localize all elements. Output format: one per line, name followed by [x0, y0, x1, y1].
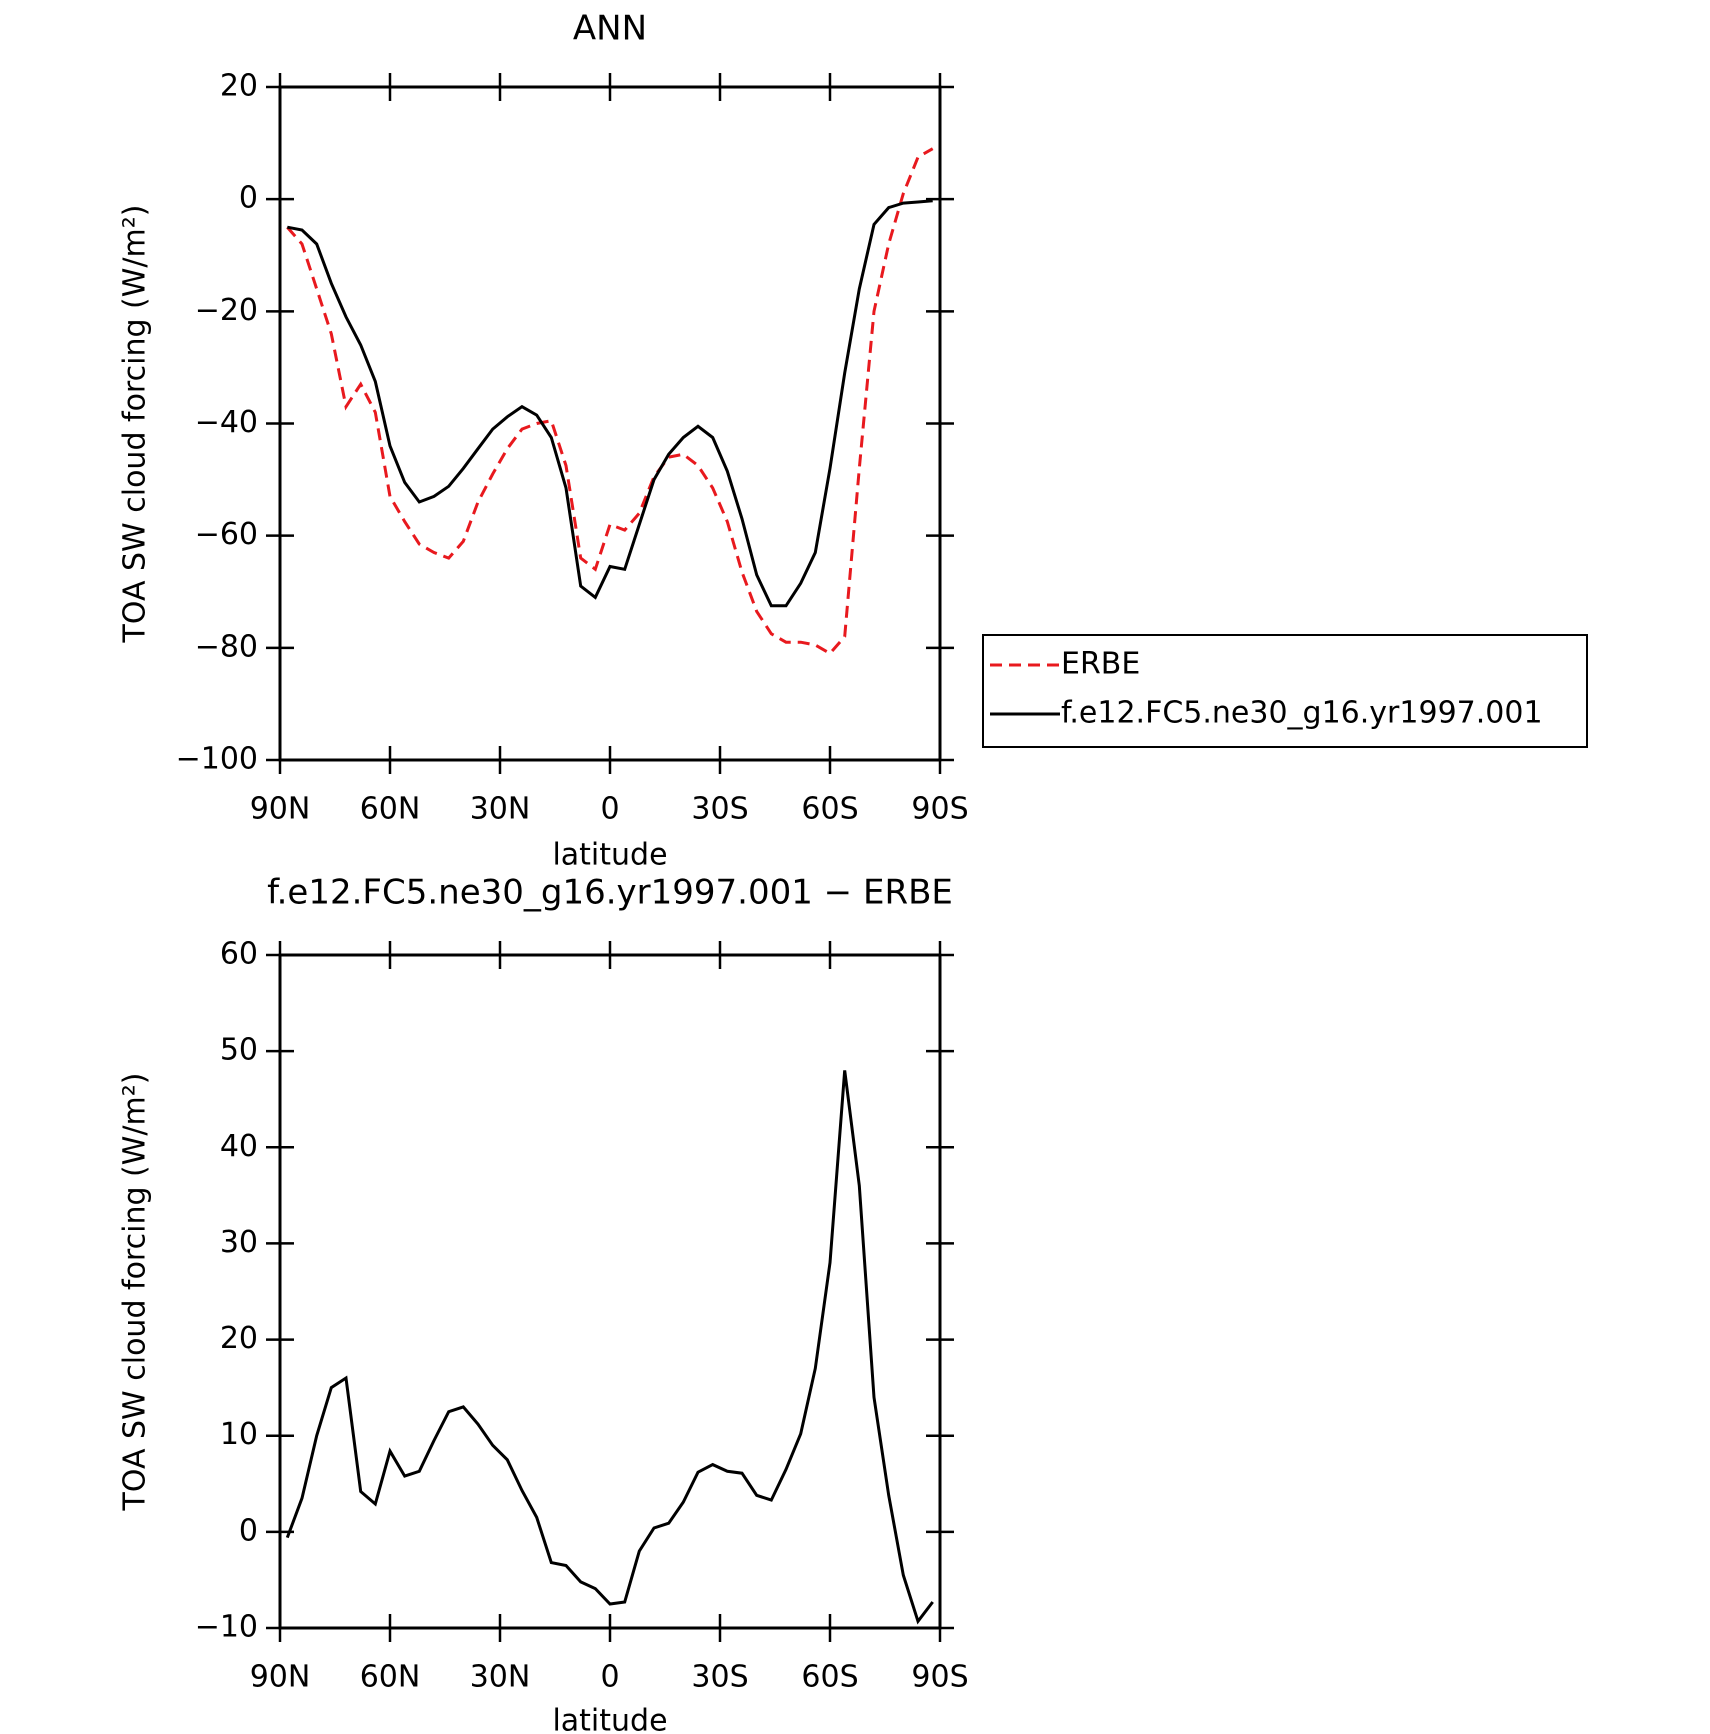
x-tick-label: 0	[600, 1660, 619, 1695]
x-tick-label: 90N	[250, 792, 311, 827]
legend-label: f.e12.FC5.ne30_g16.yr1997.001	[1061, 696, 1543, 731]
x-tick-label: 30S	[691, 1660, 748, 1695]
x-tick-label: 30N	[470, 792, 531, 827]
y-tick-label: 50	[220, 1033, 258, 1068]
y-tick-label: 40	[220, 1129, 258, 1164]
y-tick-label: 0	[239, 1513, 258, 1548]
y-tick-label: 10	[220, 1417, 258, 1452]
plot-frame	[278, 85, 942, 762]
y-tick-label: −100	[176, 742, 258, 777]
x-tick-label: 0	[600, 792, 619, 827]
legend-label: ERBE	[1061, 647, 1140, 682]
x-tick-label: 30N	[470, 1660, 531, 1695]
y-tick-label: −60	[195, 517, 258, 552]
y-tick-label: −10	[195, 1610, 258, 1645]
y-axis-label: TOA SW cloud forcing (W/m²)	[118, 205, 153, 644]
x-tick-label: 90N	[250, 1660, 311, 1695]
chart-title: ANN	[573, 9, 647, 49]
x-tick-label: 60S	[801, 792, 858, 827]
plot-frame	[278, 953, 942, 1630]
y-tick-label: 20	[220, 1321, 258, 1356]
y-tick-label: 20	[220, 69, 258, 104]
y-tick-label: −40	[195, 405, 258, 440]
y-tick-label: 60	[220, 937, 258, 972]
chart-title: f.e12.FC5.ne30_g16.yr1997.001 − ERBE	[267, 873, 953, 913]
y-tick-label: 0	[239, 181, 258, 216]
data-line	[286, 147, 934, 656]
y-axis-label: TOA SW cloud forcing (W/m²)	[118, 1073, 153, 1512]
x-tick-label: 90S	[911, 1660, 968, 1695]
x-axis-label: latitude	[552, 1704, 667, 1734]
x-tick-label: 90S	[911, 792, 968, 827]
legend-box	[982, 634, 1588, 748]
y-tick-label: −80	[195, 629, 258, 664]
x-tick-label: 60N	[360, 792, 421, 827]
x-tick-label: 60N	[360, 1660, 421, 1695]
y-tick-label: −20	[195, 293, 258, 328]
data-line	[285, 1070, 934, 1625]
data-line	[287, 199, 933, 608]
x-tick-label: 30S	[691, 792, 748, 827]
x-axis-label: latitude	[552, 838, 667, 873]
y-tick-label: 30	[220, 1225, 258, 1260]
x-tick-label: 60S	[801, 1660, 858, 1695]
